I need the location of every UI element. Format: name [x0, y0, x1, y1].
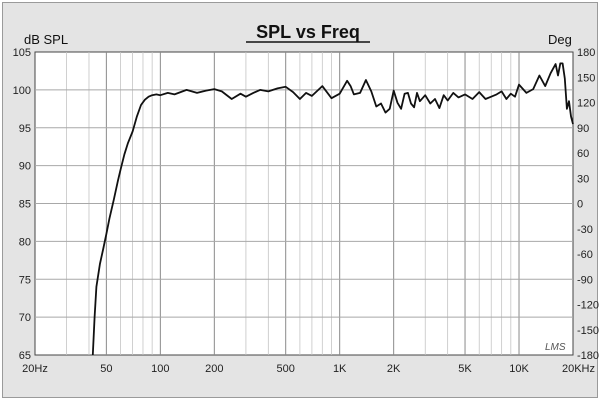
y2-tick-label: 60: [577, 148, 589, 160]
y2-tick-label: 180: [577, 47, 595, 59]
y-tick-label: 85: [19, 199, 31, 211]
y2-axis-label: Deg: [548, 32, 572, 47]
y2-tick-labels: 180 150 120 90 60 30 0 -30 -60 -90 -120 -150 -180: [577, 47, 599, 362]
lms-watermark: LMS: [545, 342, 566, 353]
y-axis-label: dB SPL: [24, 32, 68, 47]
y2-tick-label: -180: [577, 350, 599, 362]
x-tick-label: 500: [277, 363, 295, 375]
y-tick-label: 100: [13, 85, 31, 97]
y-tick-labels: 105 100 95 90 85 80 75 70 65: [13, 47, 31, 362]
y2-tick-label: 0: [577, 199, 583, 211]
x-tick-labels: 20Hz 50 100 200 500 1K 2K 5K 10K 20KHz: [22, 363, 595, 375]
x-tick-label: 50: [100, 363, 112, 375]
grid: [35, 52, 573, 355]
y-tick-label: 80: [19, 236, 31, 248]
y2-tick-label: 30: [577, 173, 589, 185]
x-tick-label: 20KHz: [562, 363, 595, 375]
y-tick-label: 90: [19, 161, 31, 173]
x-tick-label: 5K: [458, 363, 472, 375]
y2-tick-label: 90: [577, 123, 589, 135]
x-tick-label: 100: [151, 363, 169, 375]
y-tick-label: 95: [19, 123, 31, 135]
x-tick-label: 200: [205, 363, 223, 375]
x-tick-label: 2K: [387, 363, 401, 375]
y2-tick-label: 120: [577, 98, 595, 110]
y-tick-label: 105: [13, 47, 31, 59]
x-tick-label: 1K: [333, 363, 347, 375]
x-tick-label: 10K: [509, 363, 529, 375]
chart-title: SPL vs Freq: [256, 22, 360, 42]
x-tick-label: 20Hz: [22, 363, 48, 375]
y2-tick-label: 150: [577, 72, 595, 84]
y2-tick-label: -30: [577, 224, 593, 236]
y2-tick-label: -120: [577, 300, 599, 312]
y-tick-label: 70: [19, 312, 31, 324]
y-tick-label: 75: [19, 274, 31, 286]
y2-tick-label: -60: [577, 249, 593, 261]
spl-curve: [91, 62, 574, 356]
y-tick-label: 65: [19, 350, 31, 362]
y2-tick-label: -150: [577, 325, 599, 337]
y2-tick-label: -90: [577, 274, 593, 286]
series-lines: [91, 62, 574, 356]
